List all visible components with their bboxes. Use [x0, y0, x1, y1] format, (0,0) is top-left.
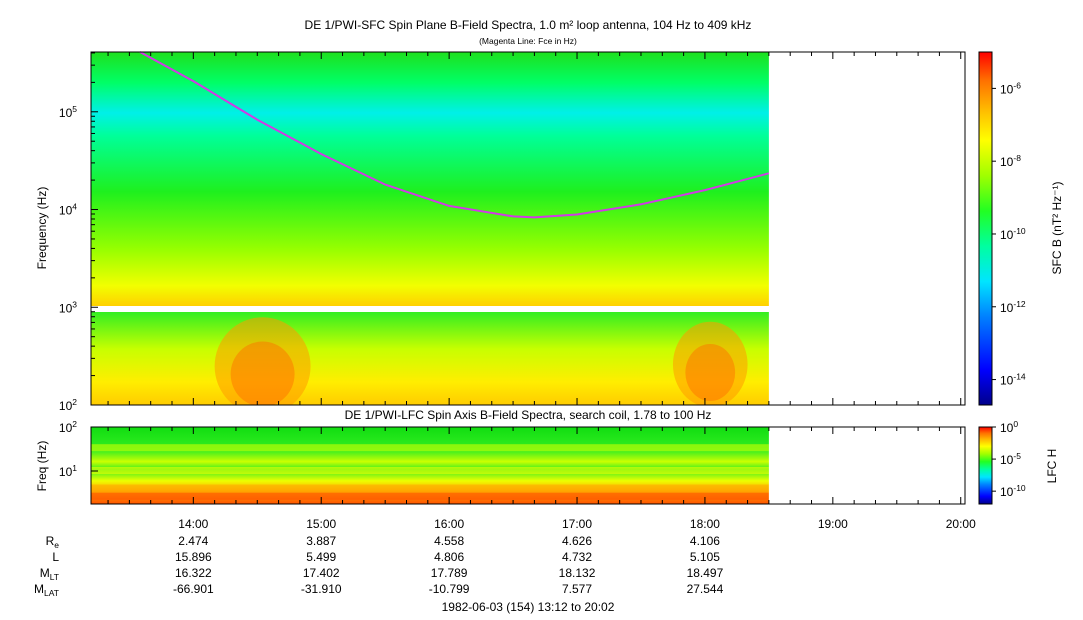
lfc-colorbar-tick-label: 10-5 [1000, 451, 1021, 467]
ephemeris-label: MLAT [34, 582, 59, 598]
lfc-band [91, 444, 769, 452]
sfc-colorbar-tick-label: 10-14 [1000, 372, 1026, 388]
ephemeris-value: 3.887 [306, 534, 336, 548]
sfc-frequency-gap [91, 306, 769, 312]
lfc-colorbar-tick-label: 10-10 [1000, 483, 1026, 499]
chart-subtitle: (Magenta Line: Fce in Hz) [479, 36, 577, 46]
ephemeris-value: 27.544 [687, 582, 724, 596]
ephemeris-value: 4.106 [690, 534, 720, 548]
lfc-emission-layer [91, 444, 769, 500]
time-range-footer: 1982-06-03 (154) 13:12 to 20:02 [442, 600, 615, 614]
sfc-y-tick-label: 103 [59, 299, 77, 315]
lfc-colorbar: 10-10 10-5 100 LFC H [978, 419, 1059, 505]
ephemeris-value: -31.910 [301, 582, 342, 596]
ephemeris-label: L [52, 550, 59, 564]
sfc-emission-core [230, 341, 295, 405]
ephemeris-value: 4.626 [562, 534, 592, 548]
x-tick-label: 14:00 [178, 517, 208, 531]
fce-line [139, 51, 770, 219]
sfc-emission-core [685, 343, 736, 402]
sfc-no-data-area [768, 52, 965, 405]
ephemeris-value: 16.322 [175, 566, 212, 580]
ephemeris-label: MLT [40, 566, 59, 582]
sfc-colorbar-label: SFC B (nT² Hz⁻¹) [1050, 182, 1064, 275]
sfc-colorbar-tick-label: 10-6 [1000, 80, 1021, 96]
ephemeris-value: 18.132 [559, 566, 596, 580]
sfc-panel: 102 103 104 105 Frequency (Hz) [35, 51, 966, 413]
sfc-colorbar-tick-label: 10-8 [1000, 153, 1021, 169]
sfc-y-label: Frequency (Hz) [35, 187, 49, 270]
sfc-colorbar: 10-14 10-12 10-10 10-8 10-6 SFC B (nT² Hz⁻¹) [978, 51, 1064, 406]
sfc-colorbar-tick-label: 10-10 [1000, 226, 1026, 242]
ephemeris-value: 5.105 [690, 550, 720, 564]
ephemeris-label: Re [46, 534, 60, 550]
x-tick-label: 15:00 [306, 517, 336, 531]
sfc-colorbar-tick-label: 10-12 [1000, 299, 1026, 315]
sfc-panel-frame [90, 51, 966, 406]
x-tick-label: 20:00 [946, 517, 976, 531]
ephemeris-value: 4.806 [434, 550, 464, 564]
lfc-y-label: Freq (Hz) [35, 441, 49, 492]
ephemeris-value: 7.577 [562, 582, 592, 596]
time-axis: 14:00 15:00 16:00 17:00 18:00 19:00 20:00 [107, 52, 976, 531]
lfc-band [91, 492, 769, 500]
lfc-band [91, 484, 769, 492]
ephemeris-value: 4.732 [562, 550, 592, 564]
x-tick-label: 19:00 [818, 517, 848, 531]
lfc-spectrogram [91, 427, 769, 504]
ephemeris-value: -66.901 [173, 582, 214, 596]
lfc-panel-frame [90, 426, 966, 505]
sfc-emission-layer [214, 317, 748, 405]
sfc-emission-region [672, 321, 748, 405]
ephemeris-value: 17.789 [431, 566, 468, 580]
ephemeris-value: 15.896 [175, 550, 212, 564]
lfc-y-tick-label: 101 [59, 463, 77, 479]
lfc-title: DE 1/PWI-LFC Spin Axis B-Field Spectra, … [345, 408, 712, 422]
lfc-band [91, 467, 769, 475]
x-tick-label: 16:00 [434, 517, 464, 531]
ephemeris-value: 18.497 [687, 566, 724, 580]
ephemeris-value: -10.799 [429, 582, 470, 596]
sfc-spectrogram-low [91, 312, 769, 405]
sfc-y-tick-label: 104 [59, 202, 77, 218]
x-tick-label: 18:00 [690, 517, 720, 531]
ephemeris-value: 5.499 [306, 550, 336, 564]
ephemeris-value: 17.402 [303, 566, 340, 580]
lfc-y-tick-label: 102 [59, 419, 77, 435]
lfc-colorbar-tick-label: 100 [1000, 419, 1018, 435]
lfc-no-data-area [768, 427, 965, 504]
sfc-y-tick-label: 102 [59, 397, 77, 413]
chart-title: DE 1/PWI-SFC Spin Plane B-Field Spectra,… [305, 18, 752, 32]
sfc-spectrogram-high [91, 52, 769, 306]
x-tick-label: 17:00 [562, 517, 592, 531]
ephemeris-value: 2.474 [178, 534, 208, 548]
sfc-y-tick-label: 105 [59, 104, 77, 120]
lfc-colorbar-label: LFC H [1045, 449, 1059, 484]
sfc-emission-region [214, 317, 311, 405]
lfc-panel: 101 102 Freq (Hz) [35, 419, 966, 505]
ephemeris-value: 4.558 [434, 534, 464, 548]
